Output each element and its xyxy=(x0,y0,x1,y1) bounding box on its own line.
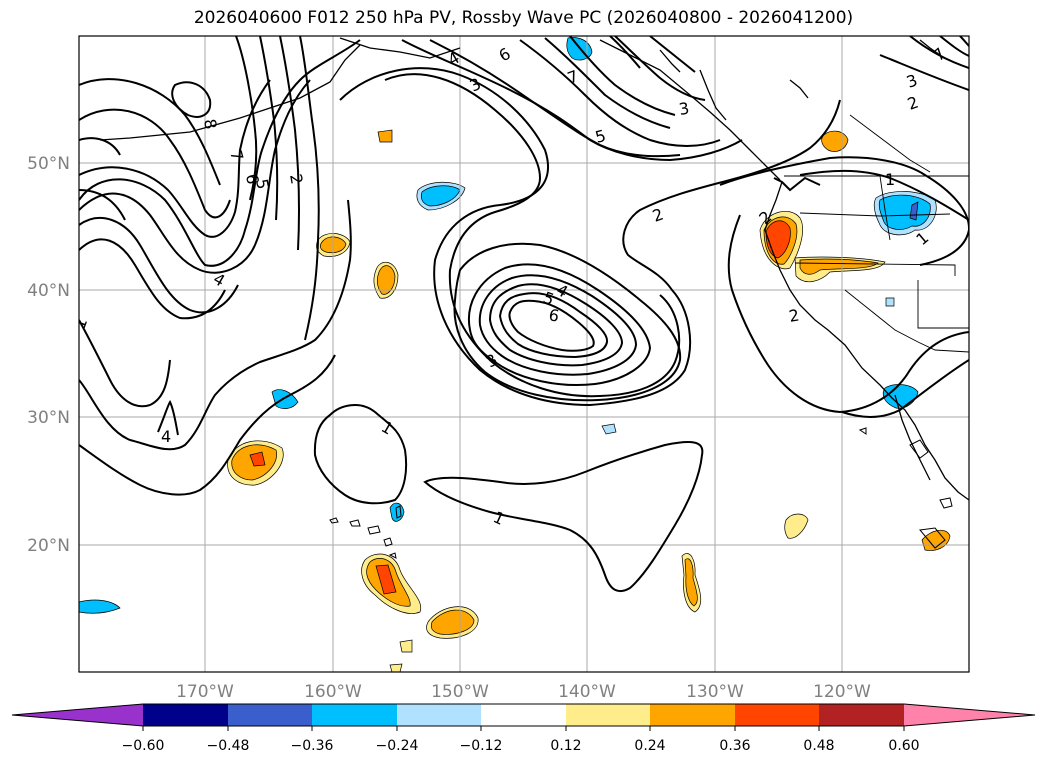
contour-label: 4 xyxy=(161,427,171,446)
colorbar-cell xyxy=(397,704,481,726)
anomaly-positive xyxy=(399,639,413,653)
colorbar-cell xyxy=(819,704,904,726)
lat-label: 20°N xyxy=(27,536,70,556)
contour-label: 5 xyxy=(252,177,272,190)
anomaly-positive xyxy=(784,513,809,539)
map-border xyxy=(78,35,970,673)
contour-label: 8 xyxy=(200,117,220,130)
anomaly-negative xyxy=(601,423,617,435)
colorbar-cell xyxy=(481,704,566,726)
anomaly-positive xyxy=(375,564,397,595)
colorbar-tick-label: 0.60 xyxy=(888,738,919,754)
colorbar-tick-label: 0.24 xyxy=(634,738,665,754)
gridlines xyxy=(79,36,969,672)
pv-contours xyxy=(79,36,969,593)
anomaly-negative xyxy=(271,389,299,409)
anomaly-positive xyxy=(799,258,879,275)
colorbar-tick-label: 0.12 xyxy=(550,738,581,754)
colorbar-tick-label: −0.24 xyxy=(376,738,419,754)
contour-label: 2 xyxy=(787,305,800,325)
anomaly-positive xyxy=(821,130,849,152)
anomaly-negative xyxy=(885,297,895,307)
map-title: 2026040600 F012 250 hPa PV, Rossby Wave … xyxy=(193,8,854,28)
colorbar-tick-label: −0.36 xyxy=(291,738,334,754)
islands xyxy=(329,427,953,559)
anomaly-positive xyxy=(377,129,393,143)
contour-label: 7 xyxy=(226,148,247,163)
contour-label: 6 xyxy=(242,172,262,185)
contour-label: 5 xyxy=(593,126,608,147)
lon-label: 160°W xyxy=(304,682,362,702)
colorbar-cell xyxy=(12,704,143,726)
colorbar-cell xyxy=(228,704,312,726)
colorbar-ticks xyxy=(142,726,905,731)
colorbar-cell xyxy=(904,704,1035,726)
lat-label: 30°N xyxy=(27,408,70,428)
anomaly-positive xyxy=(389,663,403,672)
lat-axis: 50°N 40°N 30°N 20°N xyxy=(27,154,70,556)
lon-label: 170°W xyxy=(176,682,234,702)
colorbar-cell xyxy=(735,704,819,726)
colorbar-cell xyxy=(650,704,735,726)
map-panel: 8 7 6 5 2 4 1 4 6 4 3 7 5 3 2 7 3 2 1 2 … xyxy=(79,36,969,672)
lat-label: 40°N xyxy=(27,281,70,301)
colorbar: −0.60 −0.48 −0.36 −0.24 −0.12 0.12 0.24 … xyxy=(11,703,1036,754)
colorbar-tick-label: 0.48 xyxy=(803,738,834,754)
colorbar-cell xyxy=(566,704,650,726)
contour-label: 3 xyxy=(677,98,690,118)
anomaly-positive xyxy=(249,451,266,467)
anomaly-negative xyxy=(420,185,461,207)
coastlines xyxy=(99,37,969,501)
lon-label: 150°W xyxy=(431,682,489,702)
political-borders xyxy=(784,114,969,353)
contour-label: 6 xyxy=(547,305,560,325)
lon-label: 130°W xyxy=(686,682,744,702)
lon-axis: 170°W 160°W 150°W 140°W 130°W 120°W xyxy=(176,682,871,702)
colorbar-cell xyxy=(312,704,397,726)
lon-label: 120°W xyxy=(813,682,871,702)
anomaly-negative xyxy=(79,599,121,614)
colorbar-tick-label: −0.48 xyxy=(207,738,250,754)
colorbar-tick-label: −0.60 xyxy=(122,738,165,754)
contour-label: 2 xyxy=(286,172,306,185)
colorbar-tick-label: −0.12 xyxy=(460,738,503,754)
lat-label: 50°N xyxy=(27,154,70,174)
anomaly-positive xyxy=(430,609,475,635)
contour-label: 1 xyxy=(885,170,895,189)
colorbar-tick-label: 0.36 xyxy=(719,738,750,754)
anomaly-positive xyxy=(684,558,698,607)
colorbar-cell xyxy=(143,704,228,726)
lon-label: 140°W xyxy=(558,682,616,702)
